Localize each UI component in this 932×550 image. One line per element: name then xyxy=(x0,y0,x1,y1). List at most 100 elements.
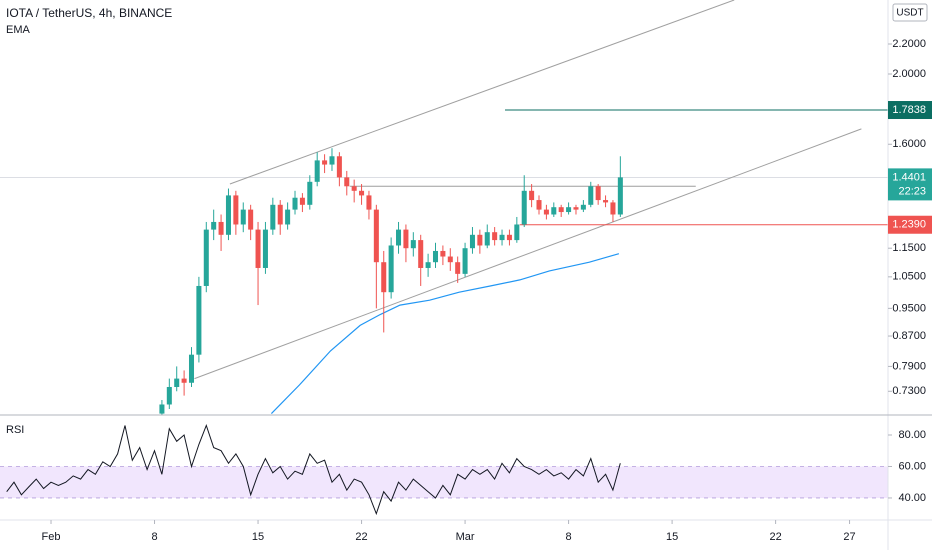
rsi-pane xyxy=(0,424,888,516)
legend-entry: EMA xyxy=(6,24,31,36)
unit-box[interactable] xyxy=(892,3,928,22)
candle-body xyxy=(580,204,586,210)
candle-body xyxy=(529,190,535,201)
candle-body xyxy=(617,177,623,215)
candle-body xyxy=(440,250,446,257)
candle-body xyxy=(403,229,409,249)
x-tick-label: 22 xyxy=(769,531,781,543)
y-tick-label: 60.00 xyxy=(898,460,926,472)
candle-body xyxy=(573,207,579,210)
y-tick-label: 0.8700 xyxy=(892,330,926,342)
candle-body xyxy=(432,250,439,263)
candle-body xyxy=(307,181,313,205)
candle-body xyxy=(299,197,305,205)
candle-body xyxy=(181,378,187,383)
candle-body xyxy=(285,209,291,225)
x-tick-label: 27 xyxy=(843,531,855,543)
candle-body xyxy=(447,256,453,263)
x-tick-label: 15 xyxy=(666,531,678,543)
candle-body xyxy=(558,207,564,213)
candle-body xyxy=(396,229,402,246)
rsi-band xyxy=(0,466,888,498)
candle-body xyxy=(566,207,572,213)
price-label: 1.4401 xyxy=(892,171,926,183)
axis-unit: USDT xyxy=(896,8,923,19)
trend-line xyxy=(194,128,862,380)
y-tick-label: 1.6000 xyxy=(892,138,926,150)
price-label-box xyxy=(888,168,932,201)
y-tick-label: 2.2000 xyxy=(892,38,926,50)
candle-body xyxy=(211,221,217,230)
candle-body xyxy=(543,209,549,215)
candle-body xyxy=(196,285,202,355)
candle-body xyxy=(410,240,416,249)
candle-body xyxy=(322,160,328,165)
candle-body xyxy=(336,156,342,178)
ema-line xyxy=(270,253,620,415)
candle-body xyxy=(388,245,394,293)
y-tick-label: 0.9500 xyxy=(892,302,926,314)
price-label: 1.2390 xyxy=(892,219,926,231)
candle-body xyxy=(603,200,609,203)
candle-body xyxy=(314,160,320,182)
x-tick-label: 8 xyxy=(566,531,572,543)
y-tick-label: 0.7900 xyxy=(892,360,926,372)
candle-body xyxy=(262,229,268,268)
candle-body xyxy=(373,209,379,263)
candle-body xyxy=(381,262,387,293)
candle-body xyxy=(484,232,490,246)
y-tick-label: 40.00 xyxy=(898,492,926,504)
trend-line xyxy=(229,0,735,185)
candle-body xyxy=(277,204,283,225)
candle-body xyxy=(166,386,172,405)
y-tick-label: 0.7300 xyxy=(892,385,926,397)
candle-body xyxy=(425,262,431,268)
y-tick-label: 1.0500 xyxy=(892,271,926,283)
price-pane xyxy=(0,0,888,415)
candle-body xyxy=(203,229,209,286)
candle-body xyxy=(344,177,350,187)
x-tick-label: 8 xyxy=(151,531,157,543)
candle-body xyxy=(514,224,520,241)
x-tick-label: 15 xyxy=(252,531,264,543)
candle-body xyxy=(240,209,246,225)
x-tick-label: Mar xyxy=(456,531,475,543)
candle-body xyxy=(329,156,335,165)
x-tick-label: Feb xyxy=(42,531,61,543)
candle-body xyxy=(233,195,239,225)
candle-body xyxy=(292,197,298,210)
y-tick-label: 1.1500 xyxy=(892,242,926,254)
chart-title: IOTA / TetherUS, 4h, BINANCE xyxy=(6,6,172,20)
candle-body xyxy=(351,186,357,191)
price-label: 1.7838 xyxy=(892,104,926,116)
candle-body xyxy=(610,202,616,215)
candle-body xyxy=(159,404,165,414)
candle-body xyxy=(455,262,461,274)
candle-body xyxy=(595,186,601,201)
price-label-box xyxy=(888,101,932,120)
candle-body xyxy=(588,186,594,205)
candle-body xyxy=(499,234,505,241)
rsi-title: RSI xyxy=(6,424,24,436)
price-label-box xyxy=(888,215,932,234)
candle-body xyxy=(188,354,195,383)
rsi-line xyxy=(6,424,621,516)
candle-body xyxy=(462,248,468,274)
candle-body xyxy=(551,207,557,215)
candle-body xyxy=(218,221,224,235)
candle-body xyxy=(359,190,365,196)
countdown-label: 22:23 xyxy=(898,185,926,197)
candle-body xyxy=(255,229,261,268)
candle-body xyxy=(174,378,180,387)
candle-body xyxy=(270,204,276,230)
candle-body xyxy=(248,209,254,230)
candle-body xyxy=(477,234,483,246)
candle-body xyxy=(536,200,542,210)
candle-body xyxy=(418,240,424,268)
y-tick-label: 2.0000 xyxy=(892,68,926,80)
candle-body xyxy=(492,232,498,241)
candle-body xyxy=(366,195,372,210)
